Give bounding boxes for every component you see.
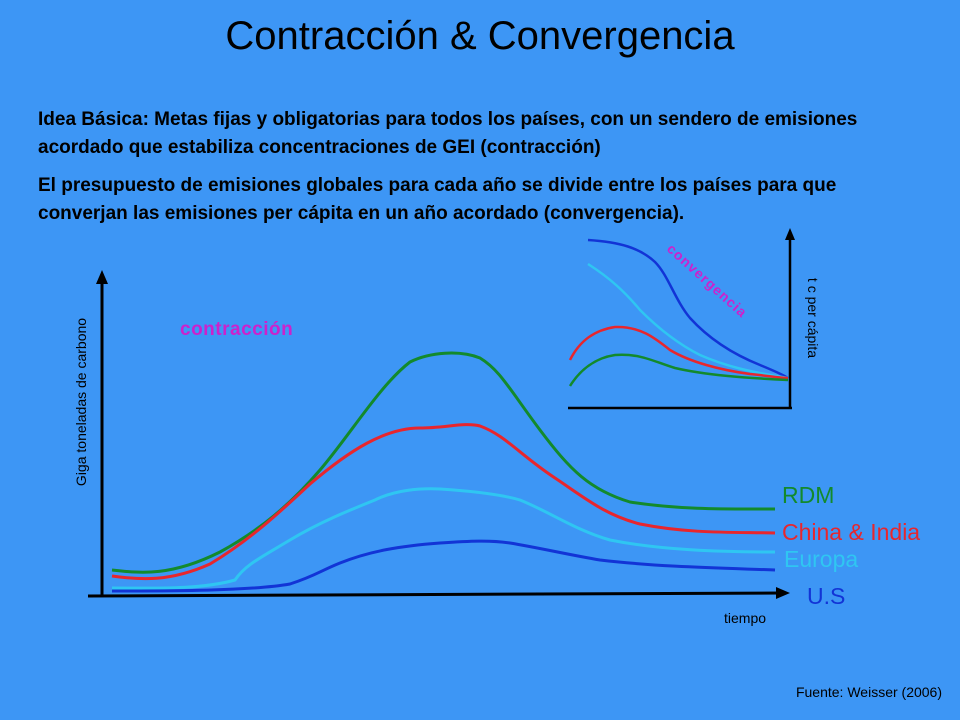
inset-curve-europa bbox=[587, 262, 789, 380]
main-x-axis bbox=[87, 591, 783, 598]
main-x-axis-arrow bbox=[776, 587, 790, 599]
inset-curve-rdm bbox=[568, 353, 789, 387]
slide-title: Contracción & Convergencia bbox=[225, 14, 735, 58]
convergencia-text: El presupuesto de emisiones globales par… bbox=[38, 175, 837, 224]
main-x-axis-label: tiempo bbox=[724, 610, 766, 626]
convergencia-annotation: convergencia bbox=[664, 240, 751, 320]
series-label-rdm: RDM bbox=[782, 482, 834, 508]
source-caption: Fuente: Weisser (2006) bbox=[795, 684, 942, 700]
main-y-axis-arrow bbox=[96, 270, 108, 284]
series-label-europa: Europa bbox=[784, 546, 858, 572]
series-label-us: U.S bbox=[807, 583, 845, 609]
contraccion-annotation: contracción bbox=[180, 319, 293, 340]
main-y-axis-label: Giga toneladas de carbono bbox=[73, 318, 89, 486]
series-label-china-india: China & India bbox=[782, 519, 920, 545]
inset-y-axis-label: t c per cápita bbox=[805, 278, 821, 358]
inset-curve-us bbox=[587, 238, 789, 380]
idea-basica-text: Idea Básica: Metas fijas y obligatorias … bbox=[38, 109, 858, 158]
inset-curve-china-india bbox=[568, 325, 789, 380]
curve-europa bbox=[111, 487, 776, 590]
curve-us bbox=[111, 539, 776, 593]
inset-y-axis-arrow bbox=[785, 228, 795, 240]
curve-china-india bbox=[111, 423, 776, 581]
curve-rdm bbox=[111, 351, 776, 574]
